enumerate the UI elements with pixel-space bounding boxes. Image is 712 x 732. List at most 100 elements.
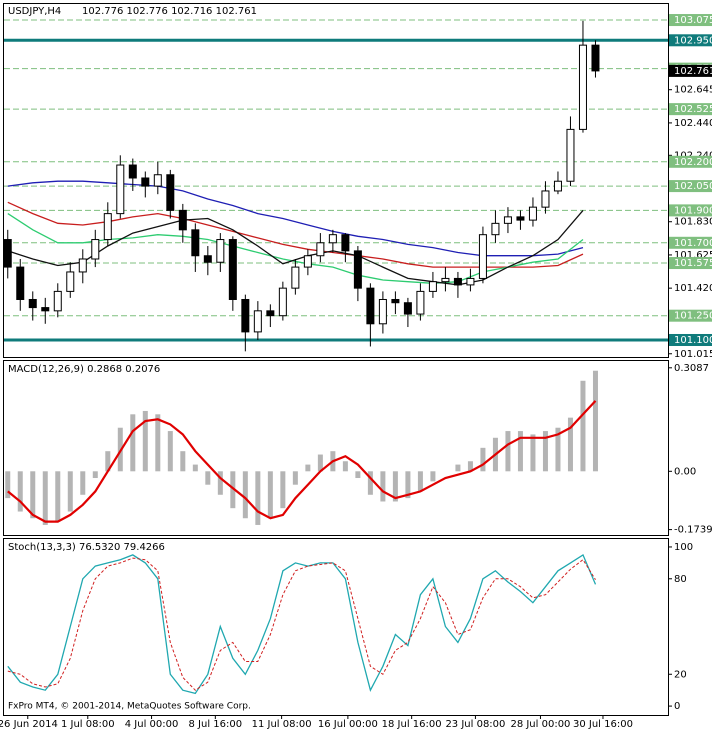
y-tick-label: 20: [674, 669, 687, 680]
y-tick-label: -0.1739: [674, 525, 712, 536]
candle-body: [28, 298, 37, 309]
candle-body: [553, 180, 562, 192]
macd-bar: [167, 431, 173, 472]
macd-signal: [7, 400, 597, 523]
candle-body: [416, 290, 425, 315]
candle-body: [78, 258, 87, 273]
macd-bar: [542, 431, 548, 472]
macd-bar: [180, 451, 186, 472]
candle-body: [266, 310, 275, 317]
candle-body: [191, 229, 200, 257]
macd-bar: [480, 447, 486, 472]
y-tick-label: 100: [674, 542, 693, 553]
macd-bar: [130, 414, 136, 472]
x-tick-label: 23 Jul 08:00: [445, 719, 505, 730]
x-tick-label: 1 Jul 08:00: [61, 719, 115, 730]
y-tick-label: 102.440: [674, 118, 712, 129]
candle-body: [316, 242, 325, 257]
candle-body: [103, 213, 112, 241]
macd-bar: [67, 471, 73, 512]
moving-average: [7, 201, 584, 268]
stoch-signal: [7, 557, 596, 691]
y-tick-label: 101.830: [674, 217, 712, 228]
level-label: 101.900: [674, 205, 712, 216]
price-pane: [3, 3, 669, 358]
level-tag: [669, 309, 712, 322]
footer: FxPro MT4, © 2001-2014, MetaQuotes Softw…: [8, 702, 251, 712]
level-tag: [669, 204, 712, 217]
x-tick-label: 18 Jul 16:00: [382, 719, 442, 730]
level-label: 101.575: [674, 258, 712, 269]
stoch-title: Stoch(13,3,3) 76.5320 79.4266: [8, 542, 165, 553]
macd-bar: [192, 464, 198, 472]
candle-body: [91, 239, 100, 260]
macd-bar: [255, 471, 261, 525]
last-price-tag: [669, 64, 712, 77]
macd-bar: [155, 414, 161, 472]
level-label: 102.200: [674, 157, 712, 168]
last-price-label: 102.761: [674, 66, 712, 77]
macd-bar: [30, 471, 36, 519]
macd-bar: [105, 451, 111, 472]
macd-bar: [392, 471, 398, 502]
macd-bar: [230, 471, 236, 509]
level-label: 102.525: [674, 104, 712, 115]
candle-body: [478, 234, 487, 279]
macd-bar: [505, 431, 511, 472]
level-tag: [669, 103, 712, 116]
x-tick-label: 26 Jun 2014: [0, 719, 58, 730]
x-tick-label: 4 Jul 00:00: [125, 719, 179, 730]
macd-bar: [580, 380, 586, 472]
candle-body: [41, 307, 50, 312]
x-tick-label: 16 Jul 00:00: [318, 719, 378, 730]
candle-body: [353, 250, 362, 289]
candle-body: [203, 255, 212, 263]
candle-body: [216, 239, 225, 263]
macd-bar: [292, 471, 298, 485]
y-tick-label: 101.420: [674, 283, 712, 294]
candle-body: [516, 216, 525, 221]
sr-tag: [669, 34, 712, 47]
macd-bar: [355, 471, 361, 479]
level-tag: [669, 155, 712, 168]
y-tick-label: 102.645: [674, 85, 712, 96]
level-label: 102.050: [674, 181, 712, 192]
macd-bar: [92, 471, 98, 479]
y-tick-label: 80: [674, 574, 687, 585]
macd-bar: [17, 471, 23, 512]
candle-body: [228, 239, 237, 300]
candle-body: [253, 310, 262, 333]
candle-body: [53, 290, 62, 312]
macd-bar: [380, 471, 386, 502]
macd-bar: [555, 427, 561, 472]
x-tick-label: 8 Jul 16:00: [189, 719, 243, 730]
macd-bar: [205, 471, 211, 485]
candle-body: [503, 216, 512, 224]
x-tick-label: 28 Jul 00:00: [510, 719, 570, 730]
candle-body: [16, 266, 25, 300]
candle-body: [541, 190, 550, 208]
candle-body: [578, 44, 587, 130]
x-tick-label: 11 Jul 08:00: [252, 719, 312, 730]
candle-body: [341, 234, 350, 252]
level-label: 101.250: [674, 311, 712, 322]
level-label: 101.700: [674, 238, 712, 249]
x-tick-label: 30 Jul 16:00: [573, 719, 633, 730]
candle-body: [66, 271, 75, 292]
macd-bar: [405, 471, 411, 499]
sr-tag: [669, 333, 712, 346]
candle-body: [366, 287, 375, 325]
y-tick-label: 101.015: [674, 349, 712, 360]
candle-body: [528, 206, 537, 221]
candle-body: [278, 287, 287, 317]
macd-bar: [42, 471, 48, 525]
macd-bar: [280, 471, 286, 509]
symbol-title: USDJPY,H4: [8, 6, 61, 17]
macd-bar: [342, 461, 348, 472]
candle-body: [591, 44, 600, 72]
candle-body: [566, 128, 575, 182]
stoch-pane: [3, 538, 669, 716]
macd-bar: [592, 370, 598, 472]
